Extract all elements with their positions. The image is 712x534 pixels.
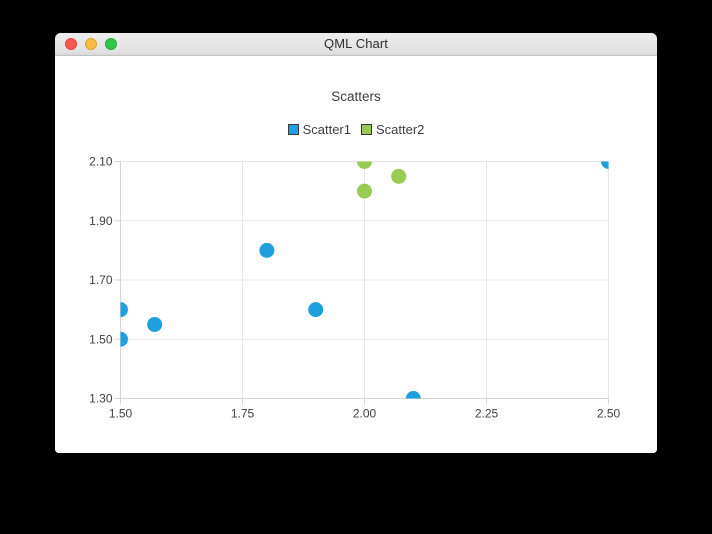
scatter-point-scatter1 xyxy=(259,242,275,258)
scatter-point-scatter2 xyxy=(357,161,372,169)
y-tick-label: 2.10 xyxy=(89,155,113,169)
scatter-point-scatter1 xyxy=(147,316,163,332)
legend-item-scatter1: Scatter1 xyxy=(287,121,351,137)
y-tick-label: 1.50 xyxy=(89,332,113,346)
scatter-point-scatter1 xyxy=(120,331,128,347)
app-window: QML Chart 1.30 1.50 1.70 1.90 2.10 1.50 1.75 2.… xyxy=(55,33,657,453)
series-points xyxy=(120,161,609,399)
y-tick-label: 1.30 xyxy=(89,392,113,406)
legend-label: Scatter2 xyxy=(376,121,425,137)
x-tick-label: 1.75 xyxy=(231,407,255,421)
scatter-point-scatter1 xyxy=(308,302,324,318)
window-titlebar[interactable]: QML Chart xyxy=(55,33,657,56)
legend-marker-icon xyxy=(287,123,299,135)
legend-label: Scatter1 xyxy=(302,121,351,137)
x-tick-label: 2.25 xyxy=(475,407,499,421)
y-tick-label: 1.70 xyxy=(89,273,113,287)
minimize-button[interactable] xyxy=(85,38,97,50)
scatter-point-scatter1 xyxy=(120,302,128,318)
zoom-button[interactable] xyxy=(105,38,117,50)
x-tick-label: 2.50 xyxy=(597,407,621,421)
legend-item-scatter2: Scatter2 xyxy=(361,122,424,137)
scatter-point-scatter1 xyxy=(405,391,421,399)
scatter-point-scatter2 xyxy=(391,168,407,184)
scatter-point-scatter2 xyxy=(357,183,372,199)
legend-marker-icon xyxy=(361,123,372,135)
scatter-plot: 1.301.501.701.902.101.50 1.75 2.00 2.25 2.50 xyxy=(89,155,621,421)
close-button[interactable] xyxy=(65,38,77,50)
window-title: QML Chart xyxy=(324,36,388,51)
chart-view: 1.30 1.50 1.70 1.90 2.10 1.50 1.75 2.00 2.25 2.50… xyxy=(55,56,657,453)
y-tick-label: 1.90 xyxy=(89,214,113,228)
scatter-point-scatter1 xyxy=(601,161,609,169)
x-tick-label: 2.00 xyxy=(353,407,377,421)
chart-title: Scatters xyxy=(331,89,381,104)
chart-legend: Scatter1 Scatter2 xyxy=(55,120,657,138)
x-tick-label: 1.50 xyxy=(109,407,133,421)
